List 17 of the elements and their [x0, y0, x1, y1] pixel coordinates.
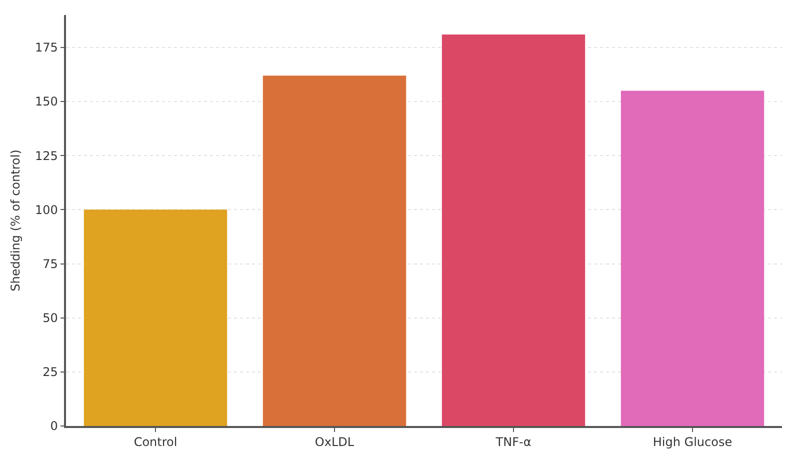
- y-axis-title: Shedding (% of control): [8, 150, 23, 292]
- x-tick-label: Control: [134, 435, 178, 450]
- y-tick-label: 125: [34, 148, 58, 163]
- y-tick-label: 75: [42, 256, 58, 271]
- bar: [84, 210, 228, 426]
- x-tick-label: High Glucose: [652, 435, 732, 450]
- y-tick-label: 150: [34, 94, 58, 109]
- y-tick-label: 0: [50, 419, 58, 434]
- x-tick-label: OxLDL: [314, 435, 354, 450]
- y-tick-label: 25: [42, 365, 58, 380]
- x-tick-label: TNF-α: [494, 435, 532, 450]
- bar: [262, 76, 406, 426]
- bar: [620, 90, 764, 426]
- y-tick-label: 175: [34, 40, 58, 55]
- bar: [442, 34, 586, 426]
- y-tick-label: 50: [42, 311, 58, 326]
- y-tick-label: 100: [34, 202, 58, 217]
